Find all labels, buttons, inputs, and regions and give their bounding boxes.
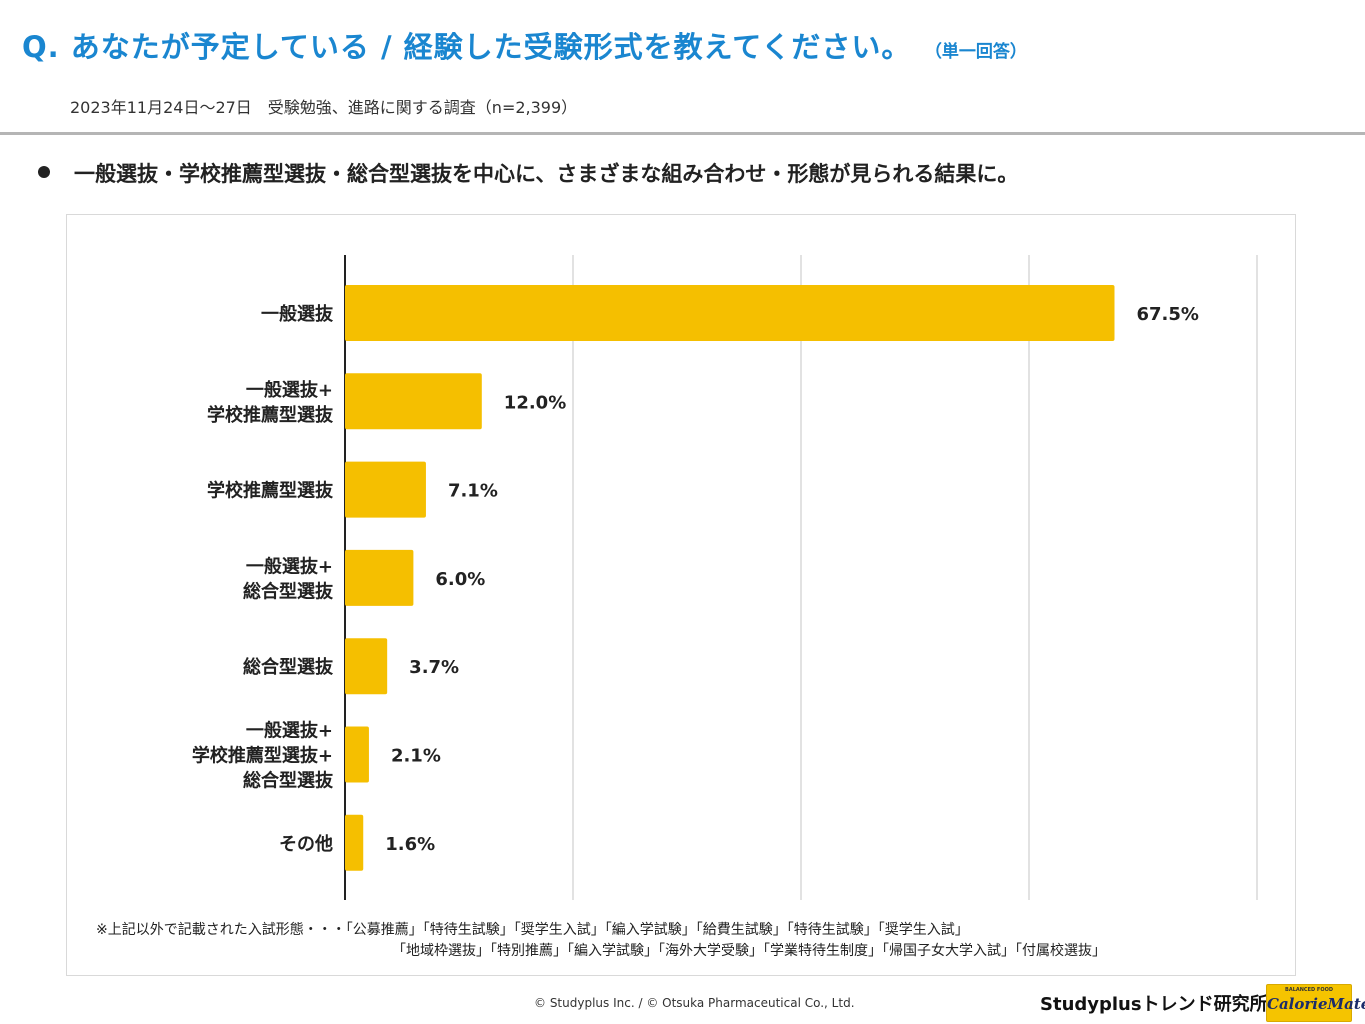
bar — [345, 638, 388, 695]
value-label: 7.1% — [448, 481, 498, 502]
brand-name: Studyplusトレンド研究所 — [1040, 994, 1268, 1015]
category-label: 一般選抜+ — [246, 720, 333, 742]
answer-type-note: （単一回答） — [933, 42, 1027, 62]
footnote-line-2: 「地域枠選抜」「特別推薦」「編入学試験」「海外大学受験」「学業特待生制度」「帰国… — [392, 943, 1106, 959]
title-row: Q. あなたが予定している / 経験した受験形式を教えてください。 （単一回答） — [22, 24, 1342, 72]
bar — [345, 373, 482, 430]
chart-panel: 一般選抜 一般選抜+ 学校推薦型選抜 学校推薦型選抜 一般選抜+ 総合型選抜 総合型選抜 一般… — [66, 214, 1296, 976]
category-label: 総合型選抜 — [243, 580, 334, 602]
category-label: 一般選抜+ — [246, 555, 333, 577]
value-labels: 67.5% 12.0% 7.1% 6.0% 3.7% 2.1% 1.6% — [385, 304, 1199, 855]
summary-bullet: 一般選抜・学校推薦型選抜・総合型選抜を中心に、さまざまな組み合わせ・形態が見られ… — [38, 158, 1018, 188]
value-label: 12.0% — [504, 392, 566, 413]
bar — [345, 285, 1115, 341]
bullet-dot-icon — [38, 166, 50, 178]
bar — [345, 549, 414, 606]
footnote-line-1: ※上記以外で記載された入試形態・・・「公募推薦」「特待生試験」「奨学生入試」「編… — [96, 922, 969, 938]
value-label: 2.1% — [391, 746, 441, 767]
logo-wordmark: CalorieMate — [1267, 995, 1365, 1013]
calorie-mate-logo: BALANCED FOOD CalorieMate — [1266, 984, 1365, 1022]
bars — [345, 285, 1115, 871]
category-label: 学校推薦型選抜 — [207, 404, 334, 426]
copyright: © Studyplus Inc. / © Otsuka Pharmaceutic… — [534, 996, 855, 1010]
logo-tagline: BALANCED FOOD — [1285, 987, 1333, 993]
category-label: 一般選抜 — [261, 303, 334, 325]
value-label: 3.7% — [409, 657, 459, 678]
bar-chart: 一般選抜一般選抜+学校推薦型選抜学校推薦型選抜一般選抜+総合型選抜総合型選抜一般… — [192, 255, 1258, 900]
question-title: Q. あなたが予定している / 経験した受験形式を教えてください。 — [22, 30, 912, 64]
category-label: 総合型選抜 — [243, 656, 334, 678]
category-label: 学校推薦型選抜+ — [192, 745, 333, 767]
bar — [345, 461, 426, 518]
category-label: 学校推薦型選抜 — [207, 480, 334, 502]
value-label: 1.6% — [385, 834, 435, 855]
category-labels: 一般選抜一般選抜+学校推薦型選抜学校推薦型選抜一般選抜+総合型選抜総合型選抜一般… — [192, 303, 334, 855]
category-label: 総合型選抜 — [243, 770, 334, 792]
survey-info: 2023年11月24日～27日 受験勉強、進路に関する調査（n=2,399） — [70, 98, 578, 117]
header-divider — [0, 132, 1365, 135]
bar — [345, 726, 369, 783]
summary-text: 一般選抜・学校推薦型選抜・総合型選抜を中心に、さまざまな組み合わせ・形態が見られ… — [74, 162, 1019, 186]
category-label: その他 — [279, 833, 333, 855]
value-label: 6.0% — [435, 569, 485, 590]
footnote: ※上記以外で記載された入試形態・・・「公募推薦」「特待生試験」「奨学生入試」「編… — [96, 920, 1106, 962]
bar — [345, 814, 364, 871]
category-label: 一般選抜+ — [246, 379, 333, 401]
value-label: 67.5% — [1137, 304, 1199, 325]
